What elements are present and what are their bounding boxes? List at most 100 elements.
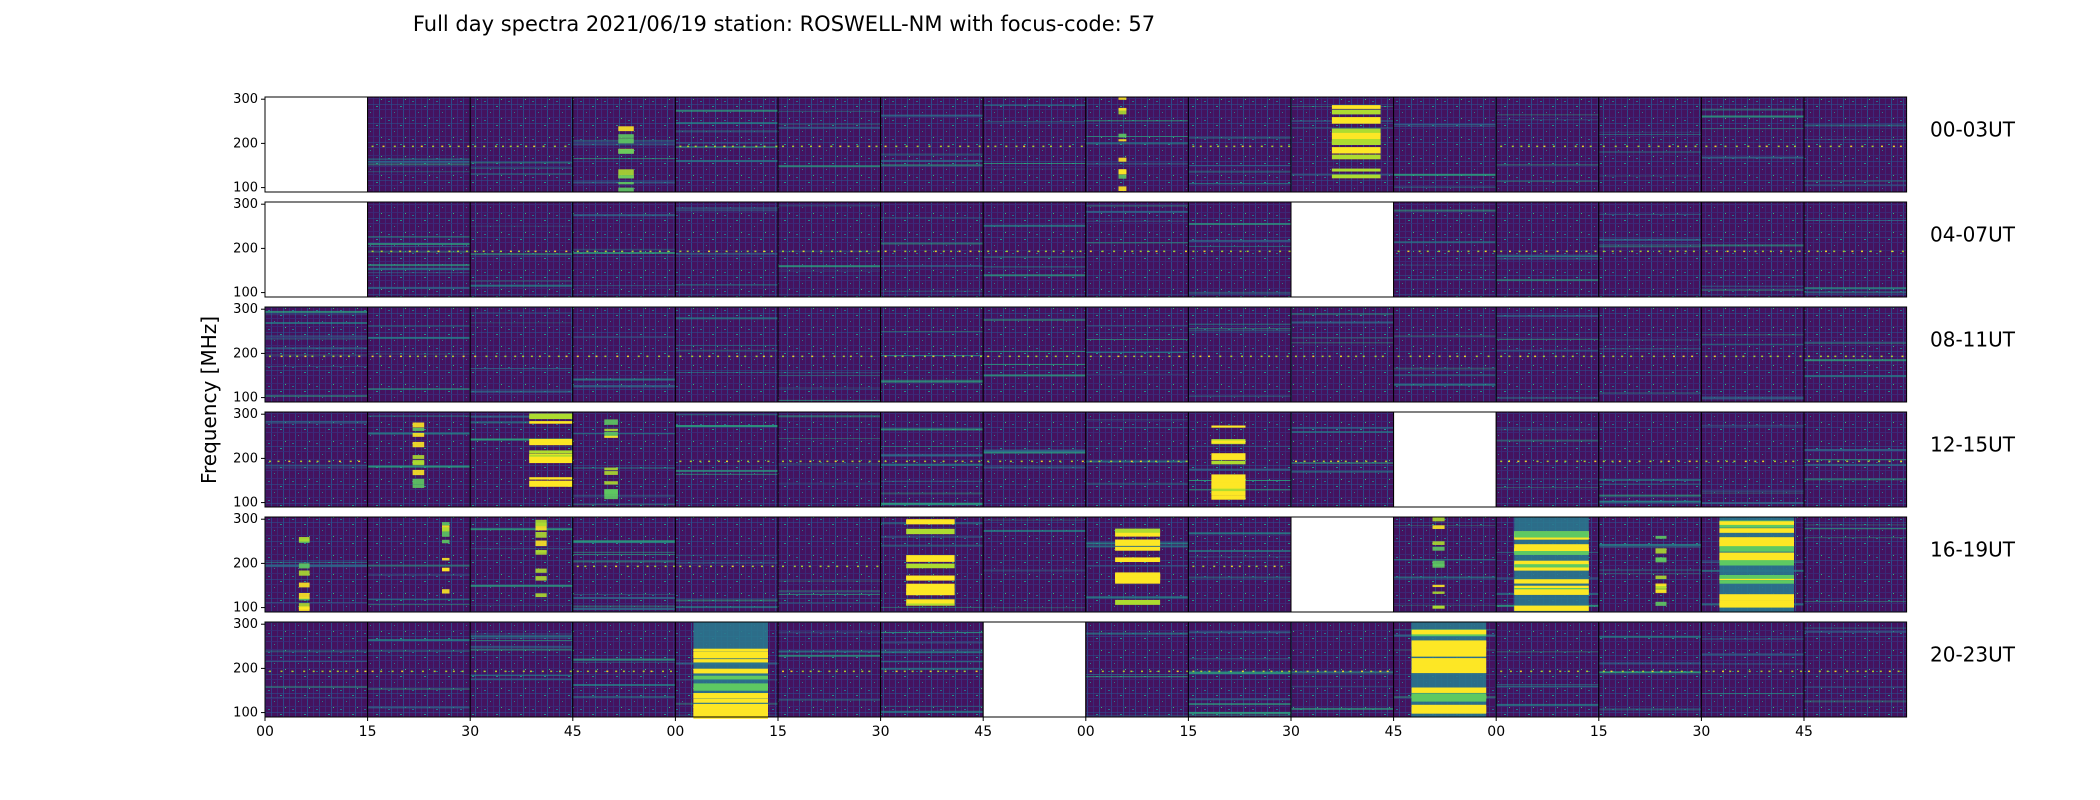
- spectrum-panel: [1598, 411, 1702, 508]
- spectra-row: 100 200 300 04-07UT: [233, 197, 2016, 300]
- spectrum-panel: [367, 306, 471, 403]
- spectrum-panel: [1700, 621, 1805, 718]
- spectrum-panel: [469, 411, 575, 508]
- spectrum-panel: [1085, 201, 1189, 298]
- x-tick-label: 30: [1692, 724, 1710, 740]
- spectrum-panel: [1290, 516, 1395, 613]
- y-tick-label: 100: [233, 286, 258, 301]
- spectrum-panel: [264, 201, 369, 298]
- y-tick-label: 100: [233, 706, 258, 721]
- spectra-row: 100 200 300 16-19UT: [233, 512, 2016, 615]
- spectrum-panel: [1187, 306, 1292, 403]
- spectrum-panel: [1598, 516, 1702, 613]
- y-tick-label: 300: [233, 512, 258, 527]
- x-tick-label: 30: [461, 724, 479, 740]
- spectrum-panel: [1187, 201, 1292, 298]
- spectrum-panel: [1393, 201, 1497, 298]
- x-tick-label: 45: [1385, 724, 1403, 740]
- spectrum-panel: [674, 96, 779, 193]
- spectrum-panel: [777, 201, 882, 298]
- spectrum-panel: [1085, 96, 1189, 193]
- x-axis-ticks: 00 15 30 45 00 15 30 45 00 15 30 45 00 15 30 45: [256, 717, 1813, 740]
- spectrum-panel: [777, 306, 882, 403]
- spectrum-panel: [1700, 306, 1805, 403]
- x-tick-label: 00: [1487, 724, 1505, 740]
- spectrum-panel: [1700, 411, 1805, 508]
- spectrum-panel: [367, 411, 471, 508]
- spectrum-panel: [1803, 411, 1908, 508]
- spectrum-panel: [1598, 621, 1702, 718]
- spectrum-panel: [982, 621, 1087, 718]
- spectrum-panel: [880, 201, 984, 298]
- spectrum-panel: [880, 96, 984, 193]
- spectrum-panel: [1803, 201, 1908, 298]
- spectrum-panel: [1495, 201, 1600, 298]
- spectra-row: 100 200 300 08-11UT: [233, 302, 2016, 405]
- spectrum-panel: [367, 96, 471, 193]
- spectrum-panel: [1085, 621, 1189, 718]
- spectrum-panel: [982, 201, 1087, 298]
- spectrum-panel: [1393, 621, 1497, 718]
- spectrum-panel: [777, 516, 882, 613]
- spectrum-panel: [777, 411, 882, 508]
- spectrum-panel: [982, 306, 1087, 403]
- spectrum-panel: [572, 306, 676, 403]
- y-tick-label: 100: [233, 601, 258, 616]
- spectrum-panel: [1393, 411, 1497, 508]
- y-tick-label: 200: [233, 556, 258, 571]
- spectrum-panel: [1085, 516, 1189, 613]
- spectrum-panel: [1495, 516, 1600, 613]
- row-label: 12-15UT: [1930, 433, 2016, 457]
- spectrum-panel: [880, 306, 984, 403]
- spectrum-panel: [674, 411, 779, 508]
- spectra-row: 100 200 300 20-23UT: [233, 617, 2016, 720]
- spectrum-panel: [982, 411, 1087, 508]
- spectrum-panel: [264, 516, 369, 613]
- spectrum-panel: [674, 621, 779, 719]
- y-tick-label: 100: [233, 391, 258, 406]
- spectrum-panel: [1598, 201, 1702, 298]
- spectrum-panel: [1290, 411, 1395, 508]
- y-tick-label: 200: [233, 661, 258, 676]
- spectrum-panel: [1085, 411, 1189, 508]
- row-label: 04-07UT: [1930, 223, 2016, 247]
- spectrum-panel: [1187, 411, 1292, 508]
- spectrum-panel: [674, 201, 779, 298]
- spectrum-panel: [1187, 621, 1292, 718]
- spectrum-panel: [1495, 306, 1600, 403]
- spectrum-panel: [1598, 96, 1702, 193]
- row-label: 00-03UT: [1930, 118, 2016, 142]
- spectrum-panel: [469, 306, 574, 403]
- spectrum-panel: [1700, 201, 1805, 298]
- x-tick-label: 00: [256, 724, 274, 740]
- spectra-row: 100 200 300 12-15UT: [233, 407, 2016, 510]
- spectrum-panel: [1803, 96, 1908, 193]
- spectrum-panel: [572, 621, 676, 718]
- spectrum-panel: [1495, 411, 1600, 508]
- spectrum-panel: [367, 621, 471, 718]
- spectrum-panel: [572, 96, 676, 193]
- y-tick-label: 200: [233, 241, 258, 256]
- x-tick-label: 00: [666, 724, 684, 740]
- spectra-grid: 100 200 300 00-03UT 100 200 300 04-07UT 100 200 30…: [233, 92, 2016, 720]
- spectrum-panel: [367, 201, 471, 298]
- x-tick-label: 15: [359, 724, 377, 740]
- spectrum-panel: [572, 201, 676, 298]
- spectrum-panel: [1495, 621, 1600, 718]
- spectrum-panel: [1803, 516, 1908, 613]
- x-tick-label: 15: [769, 724, 787, 740]
- row-label: 08-11UT: [1930, 328, 2016, 352]
- spectrum-panel: [1803, 306, 1908, 403]
- spectrum-panel: [264, 411, 369, 508]
- spectrum-panel: [469, 516, 574, 613]
- chart-title: Full day spectra 2021/06/19 station: ROS…: [413, 12, 1155, 36]
- row-label: 16-19UT: [1930, 538, 2016, 562]
- spectrum-panel: [1290, 201, 1395, 298]
- spectrum-panel: [982, 516, 1087, 613]
- x-tick-label: 45: [974, 724, 992, 740]
- spectrum-panel: [674, 306, 779, 403]
- spectra-row: 100 200 300 00-03UT: [233, 92, 2016, 195]
- spectrum-panel: [469, 621, 574, 718]
- spectrum-panel: [1393, 96, 1497, 193]
